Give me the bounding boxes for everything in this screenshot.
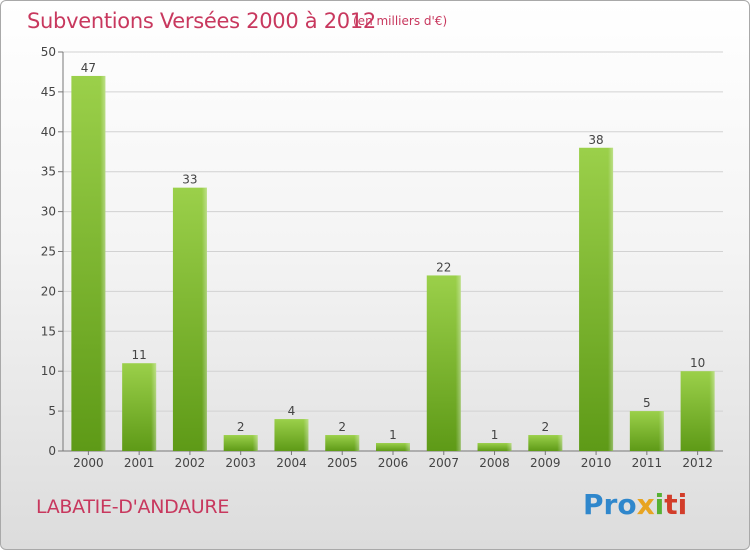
commune-name: LABATIE-D'ANDAURE <box>36 496 230 518</box>
data-label: 5 <box>643 396 651 410</box>
bar-shine <box>274 419 309 451</box>
bar-shine <box>172 187 207 451</box>
x-tick-label: 2005 <box>327 456 358 470</box>
chart-title: Subventions Versées 2000 à 2012 <box>27 9 376 33</box>
bar-shine <box>528 435 563 451</box>
x-tick-label: 2008 <box>479 456 510 470</box>
bar-shine <box>477 443 512 451</box>
data-label: 2 <box>541 420 549 434</box>
x-tick-label: 2011 <box>632 456 663 470</box>
data-label: 1 <box>389 428 397 442</box>
bar-shine <box>325 435 360 451</box>
x-tick-label: 2009 <box>530 456 561 470</box>
data-label: 33 <box>182 173 197 187</box>
y-tick-label: 30 <box>41 205 56 219</box>
x-tick-label: 2004 <box>276 456 307 470</box>
data-label: 10 <box>690 356 705 370</box>
x-tick-label: 2010 <box>581 456 612 470</box>
data-label: 47 <box>81 61 96 75</box>
x-tick-label: 2000 <box>73 456 104 470</box>
bar-shine <box>579 147 614 451</box>
y-tick-label: 45 <box>41 85 56 99</box>
x-tick-label: 2007 <box>428 456 459 470</box>
data-label: 38 <box>588 133 603 147</box>
data-label: 4 <box>288 404 296 418</box>
x-tick-label: 2006 <box>378 456 409 470</box>
bar-shine <box>122 363 157 451</box>
y-tick-label: 0 <box>48 444 56 458</box>
x-tick-label: 2012 <box>682 456 713 470</box>
y-tick-label: 50 <box>41 45 56 59</box>
proxiti-logo: Proxiti <box>583 488 688 521</box>
bar-shine <box>376 443 410 451</box>
data-label: 2 <box>237 420 245 434</box>
y-tick-label: 15 <box>41 324 56 338</box>
data-label: 11 <box>132 348 147 362</box>
x-tick-label: 2001 <box>124 456 155 470</box>
data-label: 2 <box>338 420 346 434</box>
x-tick-label: 2002 <box>175 456 206 470</box>
data-label: 22 <box>436 260 451 274</box>
x-tick-label: 2003 <box>225 456 256 470</box>
data-label: 1 <box>491 428 499 442</box>
y-tick-label: 40 <box>41 125 56 139</box>
y-tick-label: 10 <box>41 364 56 378</box>
y-tick-label: 5 <box>48 404 56 418</box>
y-tick-label: 25 <box>41 245 56 259</box>
bar-shine <box>71 75 106 451</box>
bar-shine <box>426 275 461 451</box>
bar-shine <box>223 435 258 451</box>
y-tick-label: 35 <box>41 165 56 179</box>
bar-shine <box>629 411 664 451</box>
y-tick-label: 20 <box>41 284 56 298</box>
bar-shine <box>680 371 715 451</box>
chart-subtitle: (en milliers d'€) <box>353 14 448 28</box>
